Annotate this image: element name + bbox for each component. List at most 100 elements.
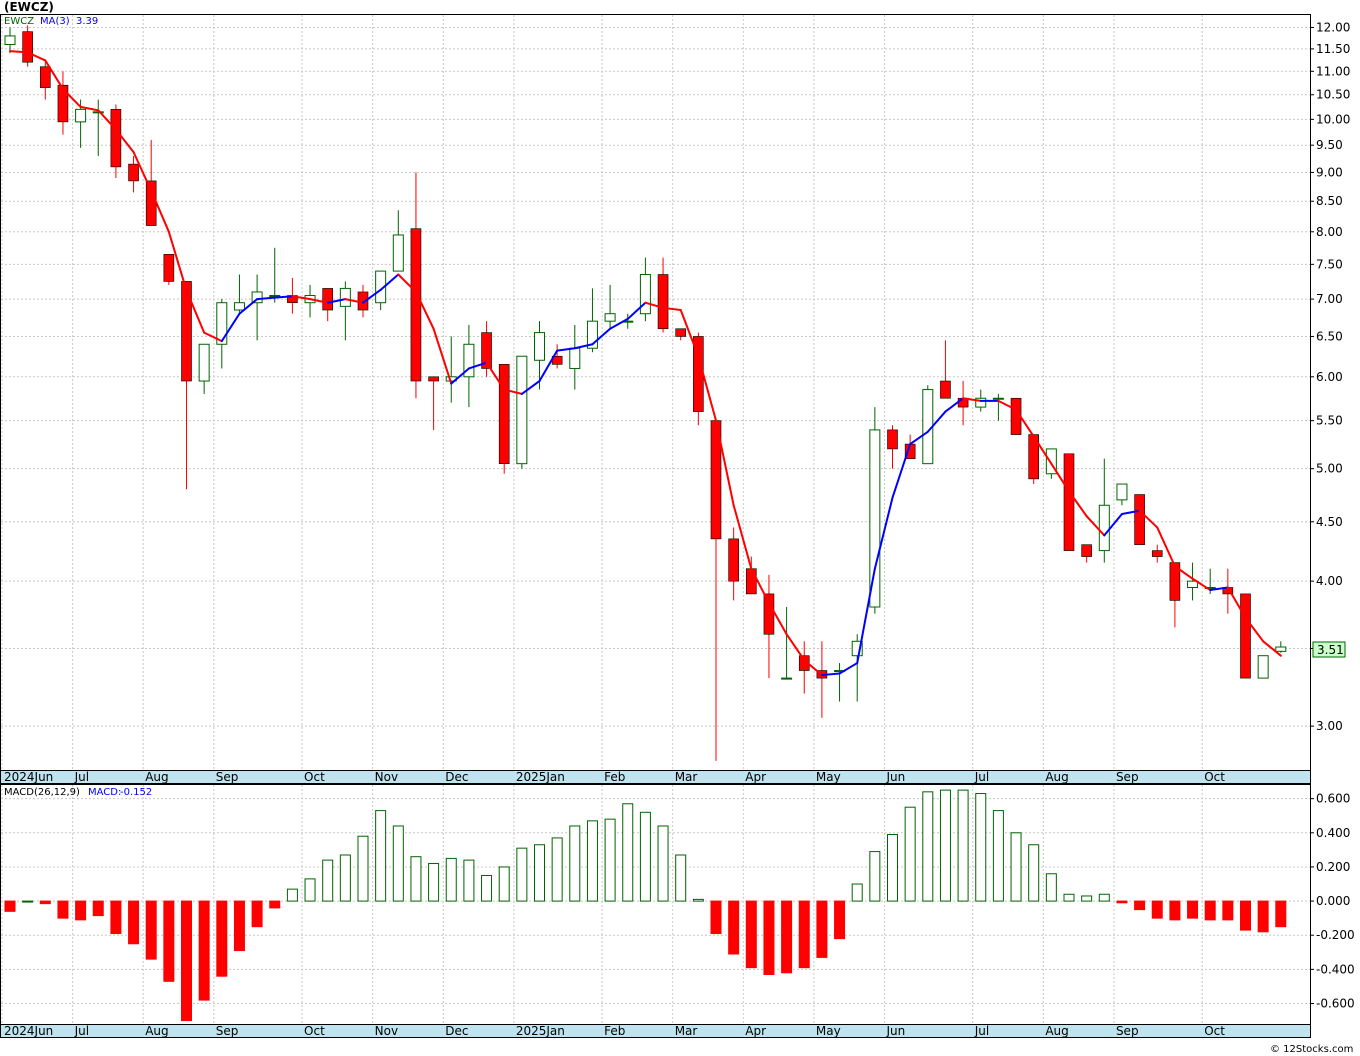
ma-segment [1262,640,1282,657]
price-tick-label: 9.50 [1316,138,1343,152]
last-price-tag: 3.51 [1312,641,1346,658]
candle [39,62,51,100]
ma-segment [256,296,276,301]
candle-body-up [339,287,351,307]
candle-body-up [869,429,881,608]
candle-body-up [4,35,16,46]
candle [1028,434,1039,485]
date-label-bottom: Mar [675,1024,698,1038]
candle-body-up [569,347,581,369]
candle [322,288,334,322]
candle-body-up [639,274,651,315]
price-tick-label: 5.50 [1316,414,1343,428]
ma-segment [273,295,294,299]
candle-body-down [728,538,739,582]
candle-body-up [216,302,228,345]
macd-bar-positive [569,825,581,902]
date-label-top: Apr [745,770,766,784]
macd-bar-positive [1063,893,1075,902]
date-axis-top: 2024Jun Jul Aug Sep Oct Nov Dec 2025Jan Feb Mar Ap… [0,770,1311,784]
candle-body-down [163,254,175,282]
date-label-bottom: Apr [745,1024,766,1038]
candle [1134,494,1145,546]
ma-segment [538,349,559,383]
macd-bar-positive [922,791,934,902]
ma-segment [97,109,117,131]
macd-bar-negative [1275,900,1287,928]
candle [1081,544,1092,563]
ma-segment [715,419,735,507]
candle-body-down [410,228,422,382]
candle-body-up [586,320,598,349]
ma-segment [1191,577,1212,592]
macd-bar-negative [710,900,722,935]
candle [639,257,651,322]
ma-segment [644,301,665,309]
ma-segment [61,88,82,108]
date-label-top: Feb [604,770,625,784]
candle [198,343,210,394]
date-label-bottom: Sep [216,1024,239,1038]
macd-bar-negative [110,900,122,935]
candle-body-down [1151,550,1163,557]
macd-bar-negative [92,900,104,917]
candle [4,27,16,54]
candle-body-up [975,397,987,408]
macd-bar-positive [586,820,598,902]
ma-segment [1015,408,1035,438]
ma-segment [362,288,382,304]
candle-body-down [1134,494,1145,546]
candle [233,274,245,314]
macd-bar-negative [128,900,140,945]
macd-bar-negative [1134,900,1146,911]
date-label-top: Jul [74,770,89,784]
macd-bar-positive [445,857,457,902]
macd-tick-label: 0.600 [1316,792,1350,806]
date-label-bottom: Aug [1045,1024,1068,1038]
date-label-top: Aug [1045,770,1068,784]
ma-segment [291,295,312,301]
price-tick-label: 5.00 [1316,462,1343,476]
macd-bar-positive [957,789,969,902]
macd-bar-negative [145,900,157,960]
candle-body-down [1081,544,1092,557]
date-label-bottom: Oct [1204,1024,1225,1038]
macd-bar-positive [887,834,898,902]
date-label-top: Aug [145,770,168,784]
price-tick-label: 10.50 [1316,88,1350,102]
macd-bar-positive [22,900,34,903]
macd-bar-positive [1028,844,1040,902]
candle-body-down [145,180,157,226]
candle-body-down [57,84,69,123]
macd-bar-positive [692,898,704,902]
candle-body-up [1187,580,1199,588]
candle-body-up [392,234,404,272]
candle-body-up [463,343,475,378]
candle-body-up [198,343,210,382]
ma-segment [556,347,576,352]
ma-segment [926,410,947,433]
ma-segment [1209,586,1229,592]
price-tick-label: 6.00 [1316,370,1343,384]
ma-segment [891,443,912,499]
price-y-axis: 12.00 11.50 11.00 10.50 10.00 9.50 9.00 8.50 8.0… [1310,20,1350,733]
price-candles [4,25,1287,761]
candle-body-up [1098,504,1110,552]
ma-segment [962,397,982,402]
date-label-bottom: Oct [304,1024,325,1038]
candle [1151,544,1163,563]
macd-bar-positive [975,793,987,902]
date-label-bottom: May [816,1024,841,1038]
ma-segment [767,602,788,636]
ma-segment [432,327,453,385]
date-label-top: Jun [886,770,906,784]
date-label-top: 2025Jan [516,770,565,784]
candle-body-down [498,364,510,464]
candle-body-up [92,111,104,114]
macd-bar-positive [428,863,440,902]
macd-bar-positive [904,806,916,902]
legend-ma-value: 3.39 [76,16,98,27]
macd-bar-positive [463,859,475,902]
macd-bar-positive [304,878,316,902]
candle-body-down [22,31,33,63]
